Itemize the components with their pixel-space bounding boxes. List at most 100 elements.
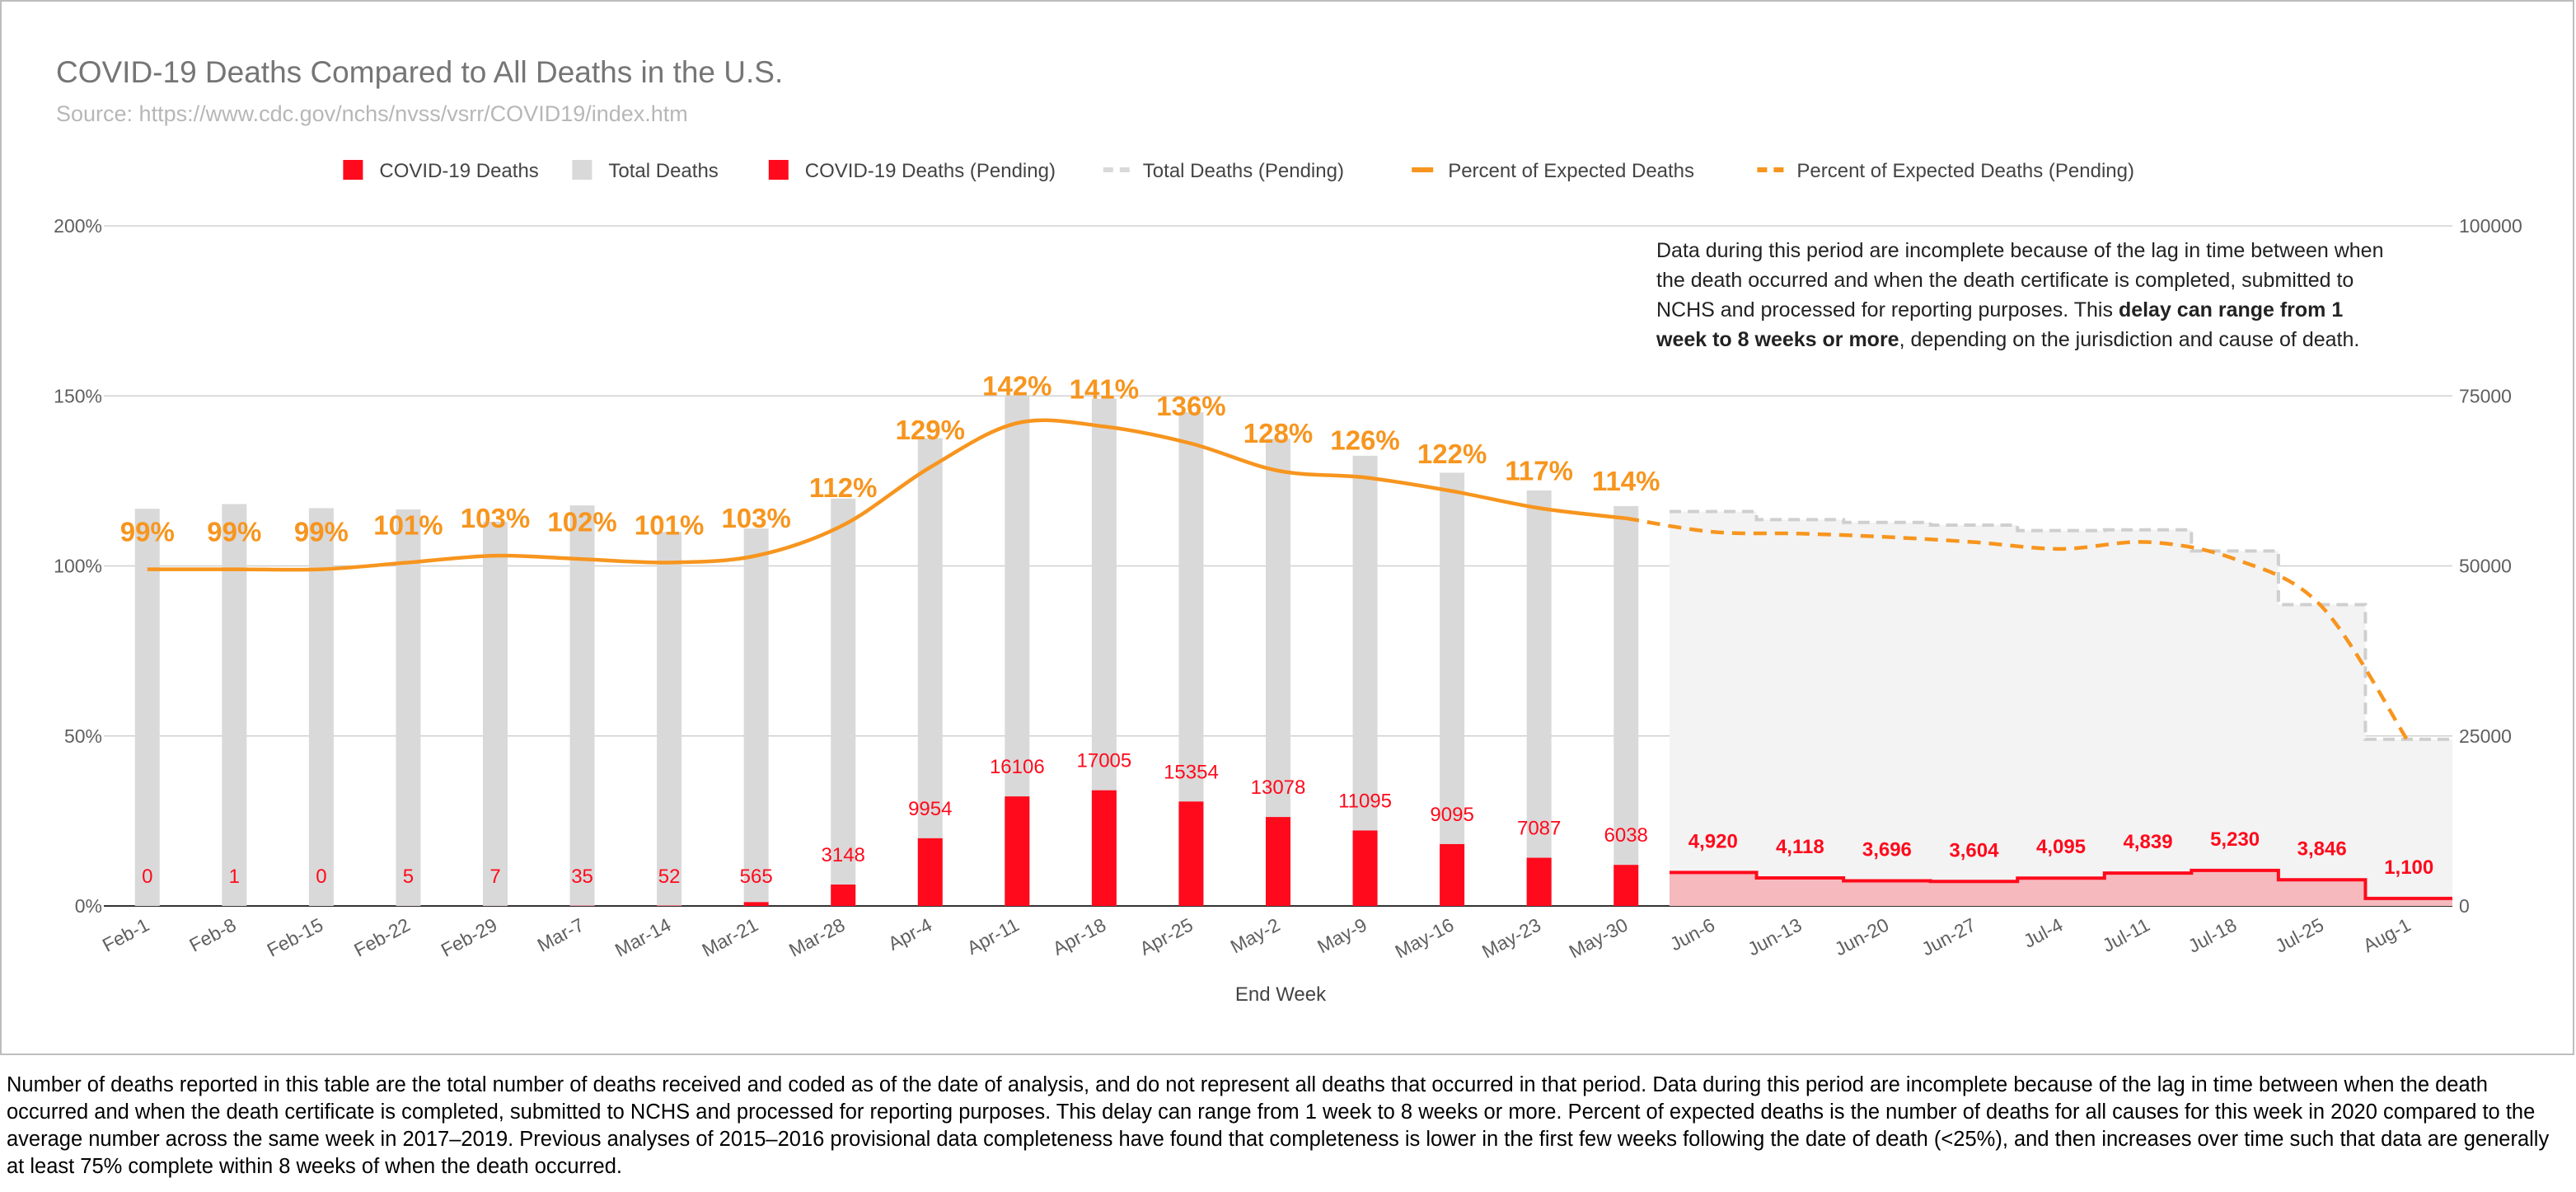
- x-tick-label: Jul-18: [2185, 913, 2241, 956]
- percent-data-label: 129%: [896, 415, 965, 445]
- covid-deaths-bar: [831, 885, 856, 906]
- percent-data-label: 112%: [809, 472, 878, 503]
- x-tick-label: Aug-1: [2359, 913, 2414, 956]
- legend-swatch: [572, 160, 592, 180]
- covid-deaths-bar: [743, 902, 769, 906]
- x-tick-label: Jul-11: [2099, 913, 2153, 956]
- covid-deaths-bar: [1526, 857, 1552, 906]
- covid-pending-data-label: 5,230: [2210, 828, 2260, 851]
- covid-deaths-bar: [917, 838, 943, 906]
- legend-label: COVID-19 Deaths (Pending): [805, 160, 1056, 182]
- covid-data-label: 0: [142, 866, 152, 888]
- y-left-tick-label: 50%: [64, 725, 102, 747]
- x-tick-label: Mar-21: [698, 913, 761, 960]
- total-deaths-pending-area: [1670, 511, 2452, 906]
- percent-data-label: 128%: [1244, 418, 1313, 448]
- covid-data-label: 15354: [1164, 761, 1219, 783]
- y-left-tick-label: 0%: [75, 895, 102, 917]
- total-deaths-bar: [1440, 472, 1465, 906]
- y-right-tick-label: 75000: [2459, 385, 2512, 406]
- total-deaths-bar: [483, 521, 508, 906]
- total-deaths-bar: [917, 438, 943, 906]
- annotation-bold: delay can range from 1 week to 8 weeks o…: [1656, 298, 2344, 351]
- x-tick-label: May-9: [1314, 913, 1370, 957]
- y-right-tick-label: 25000: [2459, 725, 2512, 747]
- annotation-text-1: Data during this period are incomplete b…: [1656, 239, 2384, 321]
- covid-data-label: 6038: [1604, 824, 1648, 847]
- covid-deaths-bar: [1005, 796, 1030, 906]
- legend: COVID-19 Deaths Total Deaths COVID-19 Deat…: [343, 160, 2134, 182]
- chart-subtitle: Source: https://www.cdc.gov/nchs/nvss/vs…: [56, 101, 688, 126]
- x-tick-label: Jun-27: [1918, 913, 1979, 960]
- covid-data-label: 7087: [1517, 818, 1561, 840]
- x-tick-label: Apr-11: [963, 913, 1023, 959]
- chart-title: COVID-19 Deaths Compared to All Deaths i…: [56, 55, 783, 89]
- bars: [134, 397, 1639, 906]
- x-tick-label: Apr-18: [1049, 913, 1109, 959]
- covid-deaths-bar: [1440, 843, 1465, 906]
- x-tick-label: May-30: [1566, 913, 1632, 962]
- percent-lines: [147, 418, 2411, 744]
- pending-area: [1670, 509, 2452, 906]
- total-deaths-bar: [1526, 490, 1552, 906]
- percent-data-label: 141%: [1070, 373, 1139, 404]
- y-right-tick-label: 50000: [2459, 556, 2512, 577]
- percent-expected-line: [147, 418, 1627, 572]
- percent-data-label: 117%: [1505, 455, 1573, 486]
- covid-pending-data-label: 4,839: [2124, 831, 2173, 853]
- total-deaths-pending-line: [1670, 509, 2452, 741]
- total-deaths-bar: [1614, 505, 1639, 906]
- legend-label: Total Deaths (Pending): [1143, 160, 1344, 182]
- x-tick-label: Mar-7: [534, 913, 588, 955]
- percent-expected-pending-line: [1625, 516, 2411, 744]
- covid-data-label: 0: [316, 866, 326, 888]
- covid-data-label: 5: [403, 866, 414, 888]
- data-labels: 99% 99% 99% 101% 103% 102% 101% 103% 112% 129% 142…: [120, 370, 2434, 888]
- legend-label: Percent of Expected Deaths (Pending): [1796, 160, 2134, 182]
- percent-data-label: 136%: [1156, 391, 1225, 421]
- covid-pending-data-label: 4,920: [1688, 830, 1738, 852]
- x-tick-label: Apr-25: [1136, 913, 1197, 959]
- percent-data-label: 126%: [1330, 425, 1399, 455]
- x-tick-label: Feb-8: [185, 913, 239, 955]
- covid-pending-data-label: 3,846: [2297, 838, 2347, 860]
- legend-label: Total Deaths: [608, 160, 718, 182]
- total-deaths-bar: [396, 509, 421, 906]
- covid-data-label: 9095: [1430, 804, 1473, 826]
- y-left-tick-label: 200%: [54, 215, 102, 237]
- percent-data-label: 101%: [373, 509, 443, 540]
- covid-deaths-pending-line: [1670, 868, 2452, 900]
- covid-data-label: 11095: [1338, 790, 1392, 812]
- covid-deaths-bar: [1178, 801, 1204, 906]
- percent-data-label: 114%: [1592, 466, 1660, 496]
- x-tick-label: May-16: [1392, 913, 1458, 962]
- covid-data-label: 52: [658, 866, 681, 888]
- x-tick-label: Jun-20: [1831, 913, 1892, 960]
- percent-data-label: 99%: [120, 517, 175, 547]
- footnote: Number of deaths reported in this table …: [7, 1073, 2550, 1178]
- total-deaths-bar: [657, 532, 682, 906]
- y-left-tick-label: 100%: [54, 556, 102, 577]
- covid-pending-data-label: 3,696: [1862, 839, 1912, 861]
- covid-deaths-bar: [1352, 830, 1378, 906]
- percent-data-label: 122%: [1417, 439, 1487, 469]
- x-tick-label: May-23: [1478, 913, 1544, 962]
- covid-data-label: 9954: [908, 798, 952, 820]
- covid-deaths-pending-area: [1670, 870, 2452, 906]
- total-deaths-bar: [569, 505, 595, 906]
- percent-data-label: 142%: [982, 370, 1051, 401]
- annotation-text-2: , depending on the jurisdiction and caus…: [1899, 328, 2360, 351]
- percent-data-label: 103%: [461, 503, 530, 533]
- chart-svg: COVID-19 Deaths Compared to All Deaths i…: [54, 55, 2522, 1006]
- y-right-tick-label: 100000: [2459, 215, 2522, 237]
- covid-data-label: 16106: [990, 756, 1045, 778]
- covid-pending-data-label: 1,100: [2384, 856, 2433, 879]
- x-tick-label: Feb-29: [438, 913, 501, 960]
- pending-annotation: Data during this period are incomplete b…: [1656, 236, 2398, 354]
- legend-label: Percent of Expected Deaths: [1448, 160, 1694, 182]
- percent-data-label: 102%: [547, 506, 616, 537]
- total-deaths-bar: [743, 528, 769, 906]
- x-tick-label: May-2: [1227, 913, 1284, 957]
- total-deaths-bar: [134, 509, 160, 906]
- x-axis-title: End Week: [1235, 983, 1327, 1006]
